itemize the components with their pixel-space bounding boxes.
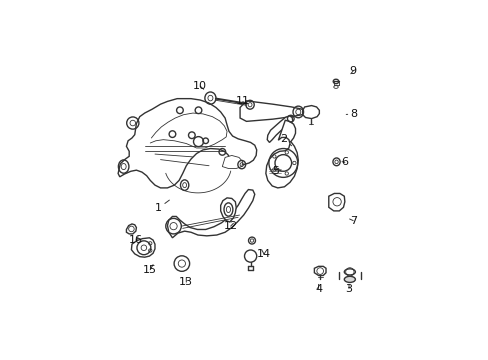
Text: 10: 10 bbox=[193, 81, 207, 91]
Polygon shape bbox=[220, 198, 236, 222]
Polygon shape bbox=[302, 105, 319, 118]
Polygon shape bbox=[265, 120, 298, 188]
Text: 8: 8 bbox=[346, 109, 357, 119]
Text: 6: 6 bbox=[341, 157, 347, 167]
Text: 3: 3 bbox=[345, 284, 352, 293]
Polygon shape bbox=[126, 224, 136, 234]
Text: 7: 7 bbox=[349, 216, 356, 226]
Polygon shape bbox=[240, 101, 304, 121]
Polygon shape bbox=[167, 190, 254, 238]
Text: 12: 12 bbox=[223, 221, 237, 231]
Text: 15: 15 bbox=[143, 265, 157, 275]
Polygon shape bbox=[118, 99, 256, 188]
Text: 11: 11 bbox=[235, 96, 249, 107]
Ellipse shape bbox=[344, 276, 355, 283]
Text: 2: 2 bbox=[280, 134, 291, 146]
Polygon shape bbox=[131, 238, 155, 257]
Polygon shape bbox=[222, 156, 243, 168]
Text: 14: 14 bbox=[256, 249, 270, 259]
Text: 9: 9 bbox=[349, 66, 356, 76]
Text: 4: 4 bbox=[314, 284, 322, 293]
Text: 13: 13 bbox=[179, 277, 193, 287]
Text: 5: 5 bbox=[271, 166, 279, 176]
Text: 16: 16 bbox=[129, 235, 143, 245]
Text: 1: 1 bbox=[155, 200, 169, 213]
Polygon shape bbox=[267, 116, 292, 143]
Polygon shape bbox=[314, 266, 325, 275]
Polygon shape bbox=[328, 193, 344, 211]
Polygon shape bbox=[267, 165, 281, 176]
